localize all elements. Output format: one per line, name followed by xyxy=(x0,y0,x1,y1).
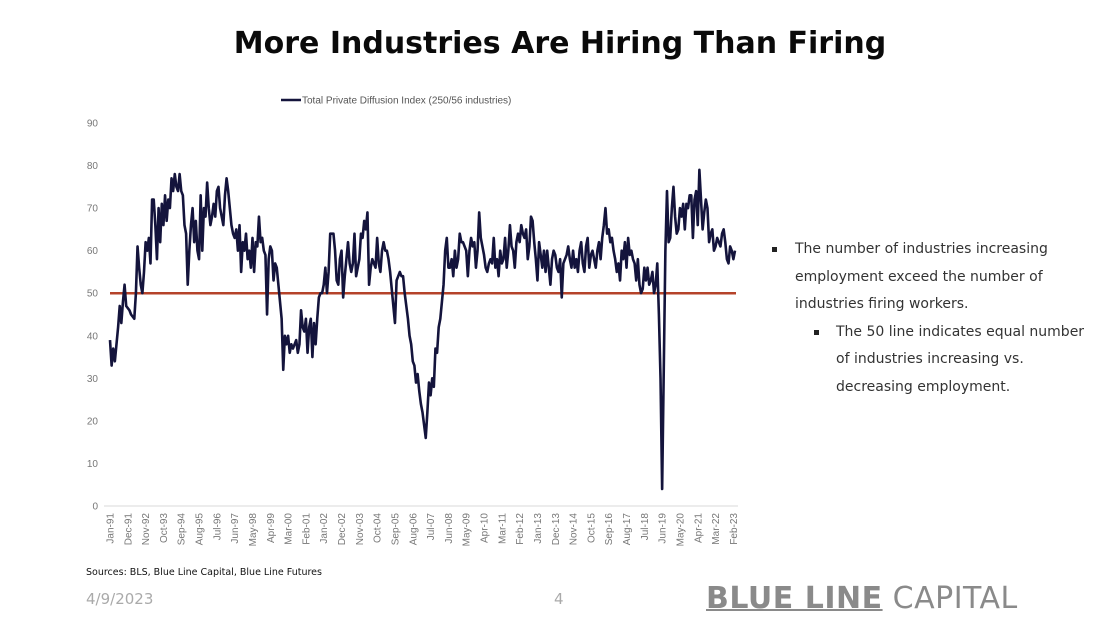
y-axis-ticks: 0 10 20 30 40 50 60 70 80 90 xyxy=(87,119,99,513)
series-line-total-private-diffusion-index xyxy=(108,168,737,491)
x-tick-label: Feb-12 xyxy=(515,513,526,545)
x-tick-label: Dec-02 xyxy=(337,513,348,546)
x-tick-label: Jun-97 xyxy=(230,513,241,544)
y-tick-label: 70 xyxy=(87,204,99,215)
y-tick-label: 40 xyxy=(87,331,99,342)
x-tick-label: Oct-04 xyxy=(373,513,384,543)
x-tick-label: Feb-23 xyxy=(729,513,740,545)
y-tick-label: 20 xyxy=(87,416,99,427)
x-tick-label: Apr-99 xyxy=(266,513,277,543)
x-tick-label: Mar-00 xyxy=(284,513,295,545)
x-tick-label: Sep-16 xyxy=(604,513,615,546)
company-logo: BLUE LINE CAPITAL xyxy=(706,581,1018,616)
x-tick-label: Nov-92 xyxy=(141,513,152,546)
bullet-text: The number of industries increasing empl… xyxy=(795,241,1048,312)
x-axis-ticks: Jan-91 Dec-91 Nov-92 Oct-93 Sep-94 Aug-95 Jul-… xyxy=(106,513,740,547)
logo-light-text: CAPITAL xyxy=(882,581,1018,616)
slide-title: More Industries Are Hiring Than Firing xyxy=(233,26,887,61)
y-tick-label: 80 xyxy=(87,161,99,172)
x-tick-label: Jan-91 xyxy=(106,513,117,544)
y-tick-label: 30 xyxy=(87,374,99,385)
bullet-level-2: The 50 line indicates equal number of in… xyxy=(768,319,1088,402)
logo-bold-text: BLUE LINE xyxy=(706,581,883,616)
x-tick-label: May-20 xyxy=(675,513,686,547)
y-tick-label: 90 xyxy=(87,119,99,130)
x-tick-label: Oct-93 xyxy=(159,513,170,543)
x-tick-label: Apr-10 xyxy=(480,513,491,543)
bullet-marker-icon xyxy=(814,329,819,335)
legend: Total Private Diffusion Index (250/56 in… xyxy=(281,96,511,107)
x-tick-label: May-09 xyxy=(462,513,473,547)
x-tick-label: Aug-06 xyxy=(408,513,419,546)
sources-note: Sources: BLS, Blue Line Capital, Blue Li… xyxy=(86,567,322,578)
x-tick-label: Dec-91 xyxy=(123,513,134,546)
page-number: 4 xyxy=(554,590,564,608)
x-tick-label: Jun-19 xyxy=(658,513,669,544)
commentary-bullets: The number of industries increasing empl… xyxy=(768,236,1088,401)
x-tick-label: Jul-96 xyxy=(212,513,223,541)
x-tick-label: Jan-13 xyxy=(533,513,544,544)
x-tick-label: Jul-07 xyxy=(426,513,437,541)
x-tick-label: Nov-03 xyxy=(355,513,366,546)
x-tick-label: Sep-05 xyxy=(390,513,401,546)
x-tick-label: Jun-08 xyxy=(444,513,455,544)
x-tick-label: Mar-11 xyxy=(497,513,508,544)
y-tick-label: 50 xyxy=(87,289,99,300)
x-tick-label: Apr-21 xyxy=(693,513,704,543)
x-tick-label: Feb-01 xyxy=(301,513,312,545)
x-tick-label: Dec-13 xyxy=(551,513,562,546)
x-tick-label: Mar-22 xyxy=(711,513,722,545)
bullet-marker-icon xyxy=(772,247,777,252)
bullet-level-1: The number of industries increasing empl… xyxy=(768,236,1088,319)
x-tick-label: Nov-14 xyxy=(569,513,580,546)
x-tick-label: Aug-17 xyxy=(622,513,633,546)
x-tick-label: Sep-94 xyxy=(177,513,188,546)
x-tick-label: May-98 xyxy=(248,513,259,547)
x-tick-label: Jan-02 xyxy=(319,513,330,544)
bullet-text: The 50 line indicates equal number of in… xyxy=(836,323,1085,395)
x-tick-label: Jul-18 xyxy=(640,513,651,541)
y-tick-label: 60 xyxy=(87,246,99,257)
legend-label: Total Private Diffusion Index (250/56 in… xyxy=(302,96,511,107)
slide-date: 4/9/2023 xyxy=(86,590,154,608)
x-tick-label: Aug-95 xyxy=(195,513,206,546)
y-tick-label: 0 xyxy=(92,502,98,513)
y-tick-label: 10 xyxy=(87,459,99,470)
x-tick-label: Oct-15 xyxy=(586,513,597,543)
